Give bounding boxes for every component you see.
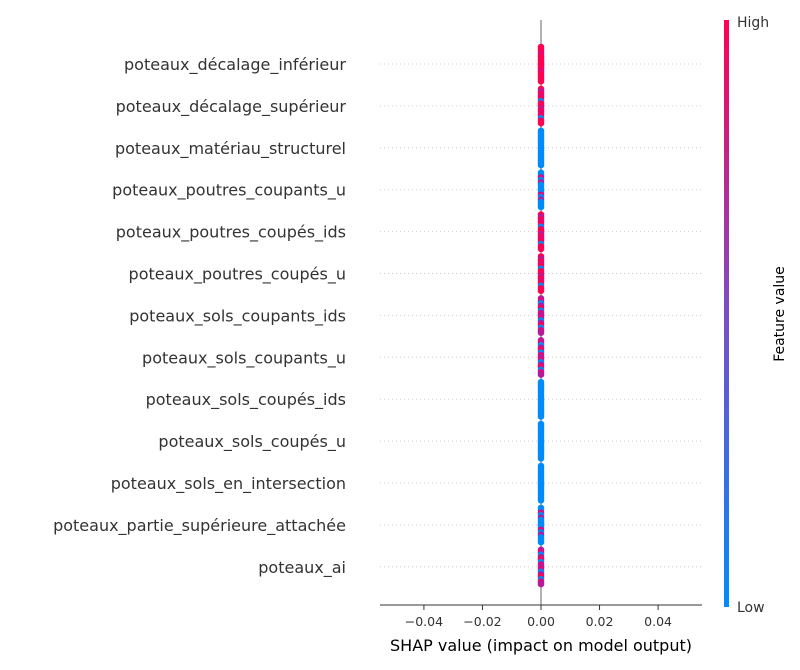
shap-point	[537, 245, 545, 253]
x-axis-title: SHAP value (impact on model output)	[390, 636, 692, 655]
colorbar-high-label: High	[737, 15, 769, 31]
shap-point	[537, 497, 545, 504]
feature-label: poteaux_décalage_supérieur	[116, 97, 347, 117]
feature-label: poteaux_ai	[258, 558, 346, 578]
feature-label: poteaux_poutres_coupés_ids	[116, 223, 346, 243]
shap-point	[537, 119, 545, 127]
shap-point	[537, 455, 545, 462]
shap-point	[537, 329, 545, 337]
shap-point	[537, 580, 545, 588]
x-tick-label: −0.02	[463, 614, 501, 629]
x-axis: −0.04 −0.02 0.00 0.02 0.04	[380, 604, 702, 629]
feature-label: poteaux_poutres_coupants_u	[112, 181, 346, 201]
colorbar-title: Feature value	[772, 266, 788, 362]
shap-point	[537, 413, 545, 420]
shap-point	[537, 161, 545, 169]
feature-label: poteaux_sols_coupés_ids	[146, 390, 346, 410]
colorbar-low-label: Low	[737, 600, 765, 616]
points-layer	[537, 43, 545, 588]
shap-point	[537, 287, 545, 295]
feature-label: poteaux_poutres_coupés_u	[129, 265, 346, 285]
feature-label: poteaux_sols_coupés_u	[158, 432, 346, 452]
feature-labels: poteaux_décalage_inférieur poteaux_décala…	[53, 55, 346, 578]
feature-label: poteaux_partie_supérieure_attachée	[53, 516, 346, 536]
colorbar-gradient	[724, 20, 729, 607]
shap-point	[537, 371, 545, 378]
feature-label: poteaux_sols_coupants_ids	[129, 306, 346, 326]
colorbar: High Low Feature value	[724, 15, 788, 616]
x-tick-label: 0.04	[644, 614, 672, 629]
feature-label: poteaux_décalage_inférieur	[124, 55, 346, 75]
feature-label: poteaux_sols_en_intersection	[111, 474, 346, 494]
feature-label: poteaux_sols_coupants_u	[142, 348, 346, 368]
shap-point	[537, 203, 545, 211]
x-tick-label: 0.00	[527, 614, 555, 629]
x-tick-label: 0.02	[586, 614, 614, 629]
feature-label: poteaux_matériau_structurel	[115, 139, 346, 159]
shap-point	[537, 78, 545, 85]
x-tick-label: −0.04	[405, 614, 443, 629]
shap-point	[537, 538, 545, 546]
